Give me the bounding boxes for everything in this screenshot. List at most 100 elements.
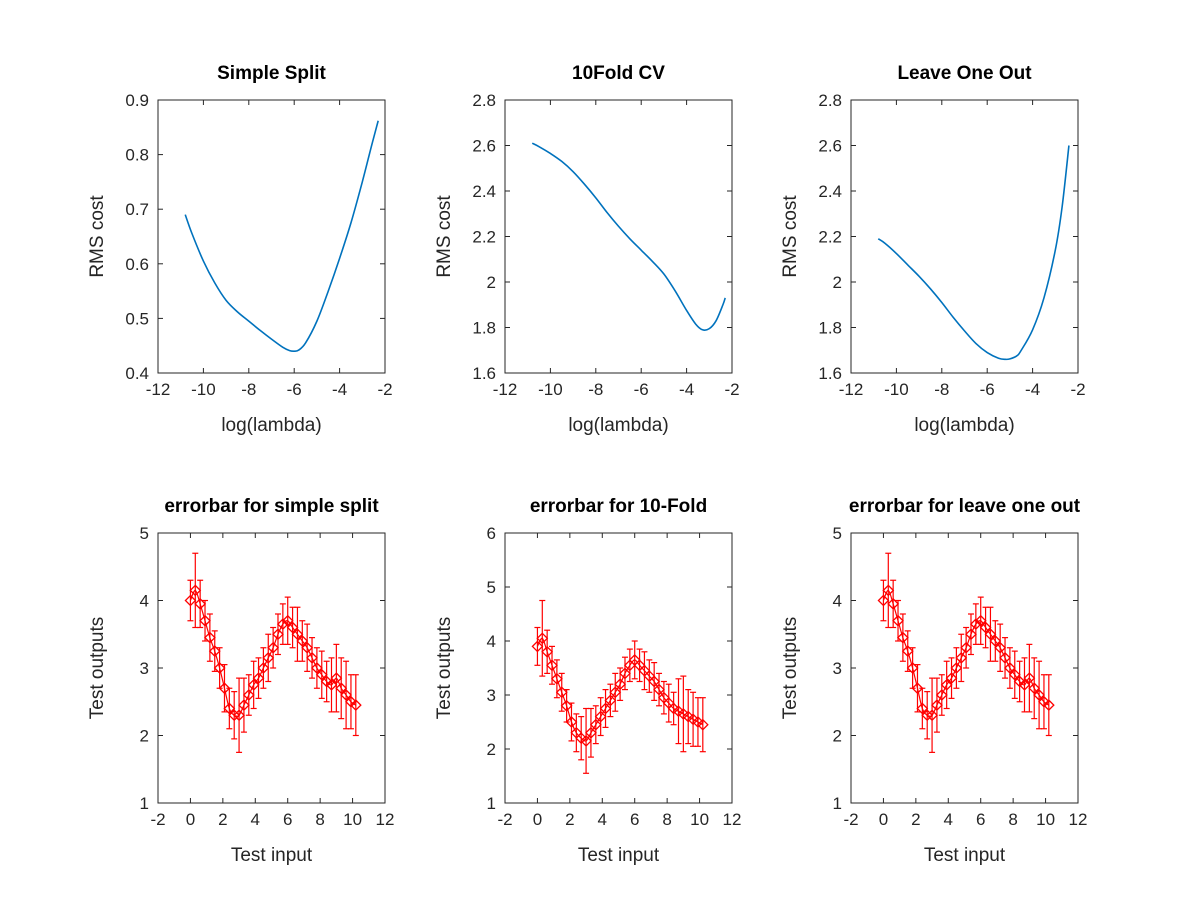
x-tick-label: -2 xyxy=(1070,380,1085,399)
x-tick-label: 2 xyxy=(565,810,574,829)
x-tick-label: -8 xyxy=(588,380,603,399)
diamond-marker xyxy=(228,709,241,722)
errorbar-point xyxy=(565,702,578,742)
x-tick-label: -2 xyxy=(724,380,739,399)
y-tick-label: 4 xyxy=(487,632,496,651)
subplot-3: -12 -10 -8 -6 -4 -2 1.6 1.8 2 2.2 2.4 2.6 2.8 Leave O… xyxy=(780,63,1086,436)
x-tick-label: 8 xyxy=(662,810,671,829)
y-tick-label: 2 xyxy=(487,740,496,759)
diamond-marker xyxy=(189,584,202,597)
y-tick-label: 3 xyxy=(140,659,149,678)
diamond-marker xyxy=(960,641,973,654)
y-tick-label: 4 xyxy=(140,592,149,611)
y-tick-label: 2.8 xyxy=(472,91,496,110)
diamond-marker xyxy=(965,628,977,641)
y-tick-label: 2.4 xyxy=(472,182,496,201)
data-layer xyxy=(877,552,1055,753)
data-layer xyxy=(531,142,726,331)
diamond-marker xyxy=(609,686,622,699)
errorbar-point xyxy=(310,647,323,689)
errorbar-point xyxy=(536,599,549,677)
diamond-marker xyxy=(1033,689,1046,701)
errorbar-point xyxy=(531,626,544,666)
diamond-marker xyxy=(916,702,929,715)
errorbar-point xyxy=(619,656,631,691)
diamond-marker xyxy=(901,645,914,658)
x-axis-label: Test input xyxy=(231,845,313,866)
diamond-marker xyxy=(950,662,963,674)
diamond-marker xyxy=(877,594,890,607)
diamond-marker xyxy=(1018,678,1031,691)
errorbar-point xyxy=(550,659,563,699)
errorbar-point xyxy=(648,661,661,702)
diamond-marker xyxy=(272,628,284,641)
y-tick-label: 6 xyxy=(487,524,496,543)
y-tick-label: 1 xyxy=(833,794,842,813)
diamond-marker xyxy=(267,641,280,654)
y-tick-label: 2.8 xyxy=(818,91,842,110)
diamond-marker xyxy=(580,734,592,747)
x-tick-label: -12 xyxy=(493,380,518,399)
x-axis-label: log(lambda) xyxy=(914,415,1014,436)
errorbar-point xyxy=(262,633,275,683)
y-tick-label: 3 xyxy=(833,659,842,678)
x-tick-label: -10 xyxy=(191,380,216,399)
errorbar-point xyxy=(325,657,338,713)
y-tick-label: 1 xyxy=(487,794,496,813)
diamond-marker xyxy=(203,631,216,644)
diamond-marker xyxy=(892,614,904,627)
diamond-marker xyxy=(218,682,231,695)
x-tick-label: -6 xyxy=(287,380,302,399)
errorbar-point xyxy=(599,688,612,729)
y-tick-label: 2 xyxy=(140,727,149,746)
diamond-marker xyxy=(604,694,617,707)
plot-area xyxy=(505,100,732,373)
errorbar-point xyxy=(940,660,953,710)
diamond-marker xyxy=(955,651,968,664)
errorbar-point xyxy=(272,613,284,656)
data-layer xyxy=(184,552,362,753)
errorbar-point xyxy=(604,683,617,718)
diamond-marker xyxy=(541,645,554,658)
diamond-marker xyxy=(911,682,924,695)
diamond-marker xyxy=(286,621,299,634)
chart-title: Simple Split xyxy=(217,63,326,84)
y-tick-label: 3 xyxy=(487,686,496,705)
x-tick-label: -2 xyxy=(150,810,165,829)
errorbar-point xyxy=(291,606,304,662)
errorbar-point xyxy=(1003,647,1016,689)
diamond-marker xyxy=(896,631,909,644)
y-tick-label: 1.8 xyxy=(818,319,842,338)
x-tick-label: -4 xyxy=(679,380,694,399)
y-tick-label: 1 xyxy=(140,794,149,813)
diamond-marker xyxy=(1038,695,1050,708)
diamond-marker xyxy=(555,686,568,699)
errorbar-point xyxy=(335,657,348,720)
diamond-marker xyxy=(296,635,309,647)
errorbar-point xyxy=(950,647,963,689)
y-tick-label: 5 xyxy=(487,578,496,597)
diamond-marker xyxy=(242,689,255,701)
y-tick-label: 5 xyxy=(140,524,149,543)
errorbar-point xyxy=(252,657,265,699)
errorbar-point xyxy=(896,613,909,662)
diamond-marker xyxy=(301,641,314,654)
data-layer xyxy=(877,145,1070,361)
diamond-marker xyxy=(310,662,323,674)
errorbar-point xyxy=(213,647,226,689)
errorbar-point xyxy=(887,579,900,629)
y-tick-label: 2.2 xyxy=(472,228,496,247)
errorbar-point xyxy=(1028,657,1041,720)
y-axis-label: RMS cost xyxy=(780,195,801,278)
diamond-marker xyxy=(984,628,997,641)
x-tick-label: -6 xyxy=(980,380,995,399)
y-tick-label: 0.5 xyxy=(125,309,149,328)
errorbar-point xyxy=(989,620,1002,662)
errorbar-point xyxy=(974,596,987,645)
errorbar-point xyxy=(892,599,904,642)
series-line xyxy=(877,145,1070,361)
diamond-marker xyxy=(994,641,1007,654)
errorbar-point xyxy=(1038,674,1050,730)
chart-title: errorbar for simple split xyxy=(164,496,379,517)
y-axis-label: RMS cost xyxy=(434,195,455,278)
